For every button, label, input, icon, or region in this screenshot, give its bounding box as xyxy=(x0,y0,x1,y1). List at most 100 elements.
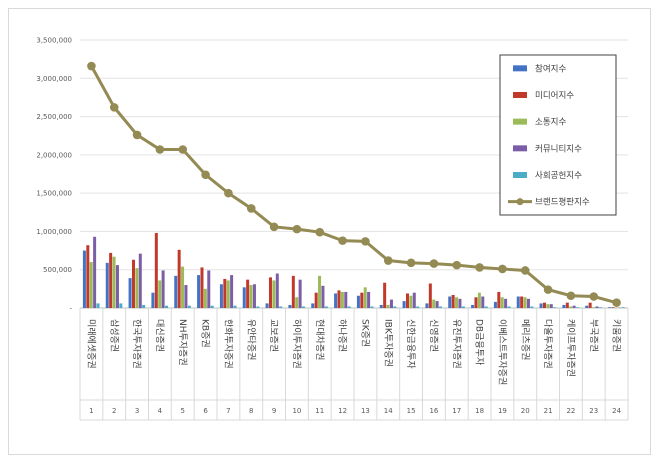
bar-커뮤니티지수 xyxy=(93,236,97,308)
bar-커뮤니티지수 xyxy=(252,284,256,308)
bar-소통지수 xyxy=(432,299,436,308)
bar-커뮤니티지수 xyxy=(435,301,439,308)
legend-label: 브랜드평판지수 xyxy=(535,197,590,208)
bar-사회공헌지수 xyxy=(279,306,283,308)
bar-소통지수 xyxy=(135,268,139,308)
category-label: 현대차증권 xyxy=(314,319,326,360)
bar-참여지수 xyxy=(448,296,452,308)
point-브랜드평판지수 xyxy=(109,103,119,112)
bar-사회공헌지수 xyxy=(393,306,397,308)
bar-커뮤니티지수 xyxy=(504,298,508,308)
category-index: 10 xyxy=(292,407,301,415)
bar-커뮤니티지수 xyxy=(161,270,165,308)
category-label: 삼성증권 xyxy=(108,319,120,352)
point-브랜드평판지수 xyxy=(520,266,530,275)
bar-미디어지수 xyxy=(360,292,364,308)
point-브랜드평판지수 xyxy=(178,145,188,154)
bar-사회공헌지수 xyxy=(187,305,191,308)
bar-참여지수 xyxy=(151,292,155,308)
point-브랜드평판지수 xyxy=(475,263,484,272)
bar-소통지수 xyxy=(523,297,527,308)
bar-미디어지수 xyxy=(405,293,409,308)
bar-사회공헌지수 xyxy=(507,306,511,308)
bar-커뮤니티지수 xyxy=(115,265,119,308)
bar-참여지수 xyxy=(197,275,201,308)
point-브랜드평판지수 xyxy=(269,222,279,232)
category-index: 1 xyxy=(89,407,93,415)
category-index: 22 xyxy=(566,407,575,415)
bar-미디어지수 xyxy=(520,296,524,308)
legend-label: 참여지수 xyxy=(535,63,566,74)
category-label: 대신증권 xyxy=(154,319,166,352)
bar-커뮤니티지수 xyxy=(595,306,599,308)
category-index: 15 xyxy=(407,407,416,415)
point-브랜드평판지수 xyxy=(612,298,621,307)
bar-소통지수 xyxy=(272,280,276,308)
legend-swatch-참여지수 xyxy=(513,65,527,72)
category-label: 유진투자증권 xyxy=(451,319,463,369)
category-label: KB증권 xyxy=(200,319,212,348)
y-tick-label: 2,500,000 xyxy=(36,113,72,121)
bar-사회공헌지수 xyxy=(484,306,488,308)
point-브랜드평판지수 xyxy=(566,291,576,301)
bar-미디어지수 xyxy=(131,259,135,308)
bar-사회공헌지수 xyxy=(210,305,214,308)
bar-소통지수 xyxy=(455,297,459,308)
legend-label: 미디어지수 xyxy=(535,90,574,101)
point-브랜드평판지수 xyxy=(498,264,507,274)
category-label: 메리츠증권 xyxy=(519,319,531,360)
bar-커뮤니티지수 xyxy=(138,253,142,308)
y-tick-label: 500,000 xyxy=(43,266,72,274)
bar-참여지수 xyxy=(562,304,566,308)
category-label: 다올투자증권 xyxy=(542,319,554,369)
category-index: 6 xyxy=(203,407,208,415)
point-브랜드평판지수 xyxy=(406,258,416,268)
bar-미디어지수 xyxy=(383,282,387,308)
bar-미디어지수 xyxy=(200,267,204,308)
point-브랜드평판지수 xyxy=(543,285,553,294)
category-index: 7 xyxy=(226,407,230,415)
bar-미디어지수 xyxy=(86,245,90,308)
category-label: 하나증권 xyxy=(337,319,349,352)
category-index: 23 xyxy=(589,407,598,415)
bar-참여지수 xyxy=(242,287,246,308)
bar-커뮤니티지수 xyxy=(298,279,302,308)
bar-커뮤니티지수 xyxy=(275,273,279,308)
bar-소통지수 xyxy=(226,280,230,308)
category-index: 5 xyxy=(181,407,185,415)
y-tick-label: 3,500,000 xyxy=(36,37,72,45)
bar-소통지수 xyxy=(295,297,299,308)
category-index: 20 xyxy=(521,407,530,415)
bar-소통지수 xyxy=(89,262,93,308)
bar-사회공헌지수 xyxy=(439,306,443,308)
bar-참여지수 xyxy=(516,296,520,308)
bar-미디어지수 xyxy=(588,302,592,308)
bar-사회공헌지수 xyxy=(119,303,123,308)
legend-label: 커뮤니티지수 xyxy=(535,143,582,154)
category-label: 이베스트투자증권 xyxy=(496,319,508,385)
legend-swatch-소통지수 xyxy=(513,118,527,125)
category-label: 유안타증권 xyxy=(245,319,257,360)
bar-사회공헌지수 xyxy=(347,306,351,308)
bar-사회공헌지수 xyxy=(233,305,237,308)
category-index: 3 xyxy=(135,407,139,415)
bar-소통지수 xyxy=(203,288,207,308)
point-브랜드평판지수 xyxy=(87,61,96,71)
point-브랜드평판지수 xyxy=(315,227,325,237)
bar-사회공헌지수 xyxy=(576,307,580,308)
category-index: 2 xyxy=(112,407,116,415)
bar-사회공헌지수 xyxy=(530,306,534,308)
legend-marker-브랜드평판지수 xyxy=(516,198,524,206)
bar-사회공헌지수 xyxy=(142,304,146,308)
category-label: SK증권 xyxy=(359,319,371,347)
category-label: NH투자증권 xyxy=(177,319,189,366)
point-브랜드평판지수 xyxy=(201,170,210,180)
point-브랜드평판지수 xyxy=(589,292,599,301)
bar-미디어지수 xyxy=(246,279,250,308)
bar-커뮤니티지수 xyxy=(572,305,576,308)
point-브랜드평판지수 xyxy=(132,130,142,140)
category-index: 21 xyxy=(544,407,553,415)
category-label: 키움증권 xyxy=(611,319,623,352)
category-index: 18 xyxy=(475,407,484,415)
y-tick-label: 1,000,000 xyxy=(36,228,72,236)
